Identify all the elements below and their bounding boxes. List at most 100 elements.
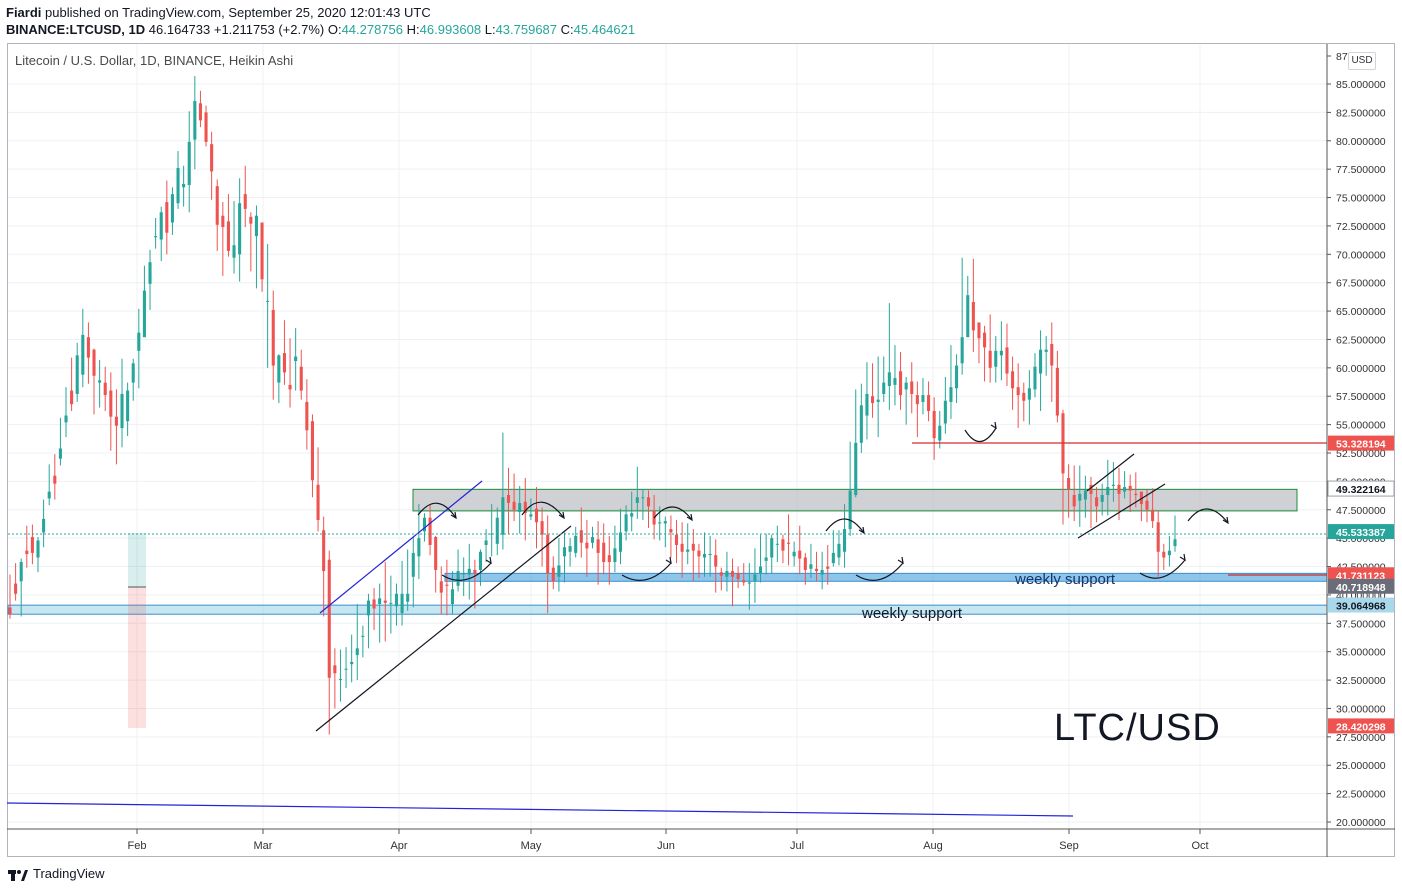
- candle-body: [355, 648, 359, 656]
- candle-body: [988, 350, 992, 368]
- price-label-box: [1327, 480, 1395, 497]
- candle-body: [702, 554, 707, 558]
- candle-body: [58, 448, 62, 459]
- candle-body: [19, 561, 23, 582]
- candle-body: [1022, 392, 1026, 401]
- candle-body: [568, 546, 572, 552]
- candle-body: [725, 571, 729, 577]
- candle-body: [943, 400, 947, 424]
- x-tick-label: Apr: [390, 840, 407, 852]
- candle-body: [215, 186, 219, 225]
- candle-body: [490, 533, 494, 535]
- candle-body: [1145, 500, 1149, 510]
- price-label-box: [1328, 567, 1394, 583]
- candle-body: [904, 382, 908, 390]
- candle-body: [114, 416, 118, 426]
- candle-body: [506, 495, 511, 503]
- curved-arrow: [825, 518, 865, 534]
- publisher-name[interactable]: Fiardi: [6, 5, 42, 20]
- candle-body: [316, 484, 320, 520]
- candle-body: [53, 475, 57, 484]
- candle-body: [193, 101, 197, 140]
- candle-body: [204, 112, 208, 142]
- candle-body: [238, 203, 242, 255]
- candle-body: [310, 421, 314, 481]
- arrow-head: [897, 556, 904, 565]
- blue-trendline: [319, 480, 483, 614]
- candle-body: [792, 551, 796, 557]
- candle-body: [344, 668, 348, 670]
- publish-text: published on TradingView.com, September …: [45, 5, 431, 20]
- open-value: 44.278756: [341, 22, 404, 37]
- candle-body: [887, 372, 891, 387]
- channel-upper-line: [1086, 453, 1135, 492]
- y-tick-label: 82.500000: [1336, 107, 1386, 119]
- price-label-box: [1328, 597, 1394, 613]
- candle-body: [445, 584, 449, 586]
- candle-body: [1089, 484, 1093, 494]
- candle-body: [994, 350, 998, 367]
- currency-button[interactable]: USD: [1348, 52, 1376, 70]
- x-tick-label: May: [521, 840, 542, 852]
- y-tick-label: 22.500000: [1336, 789, 1386, 801]
- candle-body: [529, 514, 533, 517]
- candle-body: [876, 399, 880, 402]
- price-label-text: 39.064968: [1336, 601, 1386, 613]
- candle-body: [467, 568, 471, 575]
- candle-body: [932, 410, 936, 439]
- candle-body: [775, 543, 779, 545]
- candle-body: [148, 262, 152, 284]
- candle-body: [753, 574, 757, 582]
- candle-body: [820, 569, 824, 575]
- candle-body: [400, 593, 404, 614]
- candle-body: [551, 567, 555, 582]
- candle-body: [1033, 366, 1037, 390]
- y-tick-label: 75.000000: [1336, 193, 1386, 205]
- low-value: 43.759687: [495, 22, 558, 37]
- candle-body: [210, 144, 214, 172]
- price-label-text: 28.420298: [1336, 721, 1386, 733]
- y-tick-label: 67.500000: [1336, 278, 1386, 290]
- candle-body: [14, 583, 18, 594]
- y-tick-label: 87: [1336, 51, 1348, 63]
- arrow-head: [485, 556, 492, 565]
- candle-body: [120, 393, 124, 429]
- candle-body: [697, 550, 701, 557]
- y-tick-label: 60.000000: [1336, 363, 1386, 375]
- x-tick-label: Oct: [1191, 840, 1208, 852]
- arrow-head: [665, 556, 672, 565]
- candle-body: [658, 522, 662, 524]
- y-tick-label: 32.500000: [1336, 675, 1386, 687]
- price-labels: 53.32819449.32216445.53338741.73112340.7…: [1327, 435, 1395, 734]
- candle-body: [1027, 388, 1031, 400]
- candle-body: [47, 491, 51, 499]
- arrow-head: [1179, 553, 1186, 562]
- candle-body: [1067, 477, 1071, 490]
- y-tick-label: 37.500000: [1336, 618, 1386, 630]
- candle-body: [30, 537, 34, 553]
- x-tick-label: Aug: [923, 840, 943, 852]
- candle-body: [848, 490, 852, 530]
- candle-body: [439, 581, 443, 593]
- y-tick-label: 52.500000: [1336, 448, 1386, 460]
- x-tick-label: Jun: [657, 840, 675, 852]
- candle-body: [428, 517, 432, 545]
- candle-body: [294, 356, 298, 362]
- candle-body: [277, 355, 281, 383]
- candle-body: [1005, 347, 1009, 374]
- y-tick-label: 72.500000: [1336, 221, 1386, 233]
- candle-body: [450, 589, 455, 605]
- candle-body: [983, 332, 987, 348]
- candle-body: [518, 502, 522, 513]
- y-tick-label: 30.000000: [1336, 703, 1386, 715]
- candle-body: [882, 382, 886, 394]
- footer-brand[interactable]: TradingView: [8, 866, 105, 881]
- candle-body: [226, 221, 230, 251]
- candle-body: [1095, 497, 1099, 507]
- candle-body: [1072, 495, 1076, 507]
- candle-body: [462, 573, 466, 575]
- candle-body: [1078, 493, 1082, 501]
- candle-body: [730, 571, 735, 577]
- candle-body: [669, 529, 673, 533]
